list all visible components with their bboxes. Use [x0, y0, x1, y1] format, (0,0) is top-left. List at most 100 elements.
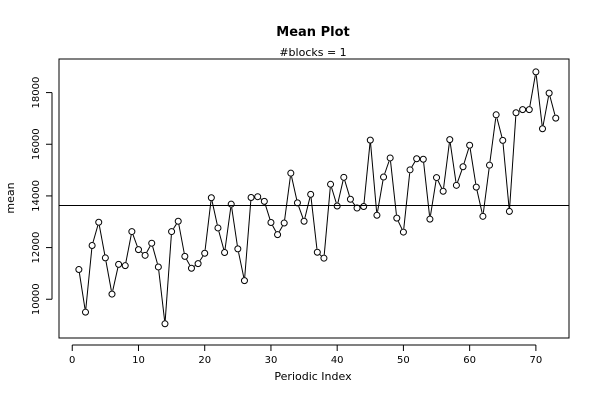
data-point [459, 163, 467, 171]
chart-title: Mean Plot [276, 25, 349, 40]
series-segment [98, 225, 106, 255]
series-segment [323, 187, 331, 255]
series-segment [132, 234, 138, 247]
series-segment [310, 197, 318, 249]
data-point [320, 254, 328, 262]
data-point [366, 136, 374, 144]
series-segment [244, 200, 252, 278]
data-point [360, 203, 368, 211]
data-point [300, 217, 308, 225]
data-point [254, 193, 262, 201]
y-tick-label: 14000 [31, 180, 42, 212]
x-tick-label: 0 [69, 355, 75, 366]
series-segment [496, 118, 503, 138]
series-segment [429, 180, 437, 216]
data-point [545, 89, 553, 97]
series-segment [377, 180, 384, 212]
series-segment [423, 162, 431, 216]
data-point [373, 211, 381, 219]
data-point [313, 248, 321, 256]
series-segment [529, 75, 536, 107]
series-segment [92, 225, 99, 243]
series-segment [331, 187, 337, 203]
data-point [393, 214, 401, 222]
data-point [154, 263, 162, 271]
data-point [161, 320, 169, 328]
data-point [307, 190, 315, 198]
data-point [141, 251, 149, 259]
series-segment [469, 148, 477, 184]
data-point [293, 199, 301, 207]
x-tick-label: 20 [198, 355, 211, 366]
series-segment [140, 251, 143, 254]
x-tick-label: 30 [265, 355, 278, 366]
data-point [505, 207, 513, 215]
series-segment [291, 176, 298, 200]
data-point [346, 195, 354, 203]
series-segment [509, 116, 517, 208]
x-tick-label: 40 [331, 355, 344, 366]
data-point [479, 212, 487, 220]
series-segment [384, 161, 390, 174]
series-segment [370, 143, 378, 212]
series-segment [390, 161, 397, 215]
series-segment [489, 118, 497, 162]
data-point [439, 187, 447, 195]
series-segment [502, 143, 510, 208]
data-point [333, 202, 341, 210]
series-segment [482, 168, 490, 213]
series-segment [397, 221, 403, 230]
data-point [201, 249, 209, 257]
series-segment [152, 246, 158, 264]
series-segment [224, 207, 232, 250]
data-point [240, 277, 248, 285]
series-segment [443, 143, 450, 188]
data-point [81, 308, 89, 316]
series-segment [158, 270, 166, 321]
data-point [399, 228, 407, 236]
series-segment [173, 223, 177, 229]
series-segment [125, 234, 132, 263]
series-segment [194, 265, 196, 267]
data-point [452, 181, 460, 189]
series-segment [463, 148, 470, 164]
data-point [187, 264, 195, 272]
data-point [168, 228, 176, 236]
data-point [499, 136, 507, 144]
series-segment [344, 180, 350, 197]
data-point [472, 183, 480, 191]
series-segment [337, 180, 344, 203]
series-segment [437, 180, 443, 189]
y-tick-label: 10000 [31, 283, 42, 315]
data-point [121, 262, 129, 270]
series-segment [272, 225, 277, 232]
series-segment [278, 225, 283, 232]
series-segment [403, 173, 411, 229]
x-axis: 0 10 20 30 40 50 60 70 [69, 344, 542, 366]
series-segment [264, 204, 271, 220]
series-segment [211, 201, 218, 225]
data-point [214, 224, 222, 232]
data-point [194, 260, 202, 268]
data-point [108, 290, 116, 298]
series-segment [284, 176, 291, 220]
series-segment [231, 207, 238, 246]
series-segment [218, 231, 225, 250]
series-segment [238, 252, 245, 278]
data-point [512, 109, 520, 117]
chart-subtitle: #blocks = 1 [279, 46, 346, 59]
mean-series [75, 68, 560, 328]
data-point [95, 218, 103, 226]
data-point [234, 245, 242, 253]
series-segment [535, 75, 543, 126]
data-point [413, 155, 421, 163]
data-point [380, 173, 388, 181]
series-segment [542, 96, 549, 126]
x-tick-label: 50 [397, 355, 410, 366]
series-segment [411, 161, 416, 168]
data-point [353, 204, 361, 212]
data-point [227, 200, 235, 208]
series-segment [78, 272, 86, 309]
series-segment [146, 246, 151, 253]
data-point [247, 193, 255, 201]
